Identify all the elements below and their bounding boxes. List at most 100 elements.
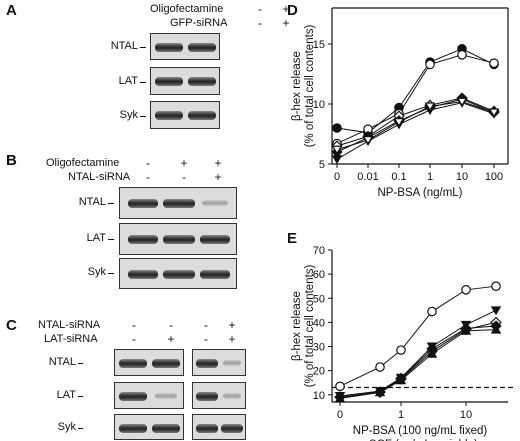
panel-c-sign: + [228,318,236,332]
blot-band [119,392,147,401]
tick-mark [78,396,83,397]
blot-row-label-lat: LAT [118,75,138,87]
blot-band [196,392,218,401]
panel-c-sign: - [169,318,173,332]
panel-c-sign: - [204,318,208,332]
series-line [336,48,495,134]
data-point [490,306,502,316]
x-tick-label: 1 [398,409,404,421]
series-line [339,309,497,397]
series-line [336,98,495,153]
panel-a-cond-1-name: Oligofectamine [150,3,224,15]
blot-b-syk [119,258,237,289]
tick-mark [108,239,114,240]
panel-b-sign: + [180,156,188,170]
y-axis-label: β-hex release [291,291,303,361]
panel-a-sign: - [258,16,262,30]
data-point [374,386,386,398]
data-point [425,59,435,70]
blot-band [119,424,147,433]
data-point [491,281,501,291]
blot-band [196,359,218,368]
panel-c-cond-2-name: LAT-siRNA [44,333,98,345]
chart-e: 10 20 30 40 50 60 70 0 1 10 β-hex release (% of tot… [291,245,514,441]
panel-c-sign: + [167,332,175,346]
blot-band [200,235,230,244]
blot-b-lat [119,223,237,255]
panel-a-label: A [6,2,17,19]
series-line [336,102,495,160]
data-point [332,123,342,133]
blot-row-label-ntal: NTAL [110,40,138,52]
data-point [456,97,468,107]
panel-a-sign: + [282,2,290,16]
blot-band-knockdown [223,360,241,366]
blot-c-ntal-right [192,349,246,376]
x-tick-label: 0.1 [391,171,406,183]
blot-band [188,43,216,52]
data-point [424,102,436,112]
blot-row-label-ntal: NTAL [48,356,76,368]
blot-row-label-lat: LAT [86,232,106,244]
blot-c-lat-right [192,382,246,409]
x-tick-label: 1 [427,171,433,183]
blot-band [200,270,230,279]
tick-mark [78,363,83,364]
tick-mark [78,428,83,429]
panel-b-sign: - [146,156,150,170]
blot-band [152,424,180,433]
blot-c-syk-left [114,414,184,440]
blot-band [221,424,243,433]
panel-a-sign: + [282,16,290,30]
panel-e-label: E [287,230,298,247]
blot-c-lat-left [114,382,184,409]
tick-mark [108,273,114,274]
data-point [461,285,471,295]
blot-c-syk-right [192,414,246,440]
blot-band [128,270,158,279]
y-axis-label-2: (% of total cell contents) [304,24,316,147]
tick-mark [140,47,146,48]
blot-band [196,424,218,433]
blot-band [188,77,216,86]
y-tick-label: 50 [313,293,325,305]
panel-b-sign: - [182,170,186,184]
y-tick-label: 20 [313,366,325,378]
panel-b-sign: - [146,170,150,184]
blot-a-lat [150,67,220,95]
y-tick-label: 10 [313,390,325,402]
series-line [339,325,497,398]
blot-band [163,235,195,244]
y-tick-label: 70 [313,245,325,257]
data-point [335,381,345,392]
x-tick-label: 100 [485,171,503,183]
tick-mark [140,116,146,117]
tick-mark [140,82,146,83]
blot-row-label-syk: Syk [119,109,138,121]
blot-band [155,77,183,86]
blot-band [128,199,158,208]
series-line [339,321,497,398]
y-tick-label: 10 [313,99,325,111]
panel-b-cond-2-name: NTAL-siRNA [68,171,131,183]
data-point [488,108,500,118]
blot-band [163,270,195,279]
blot-row-label-syk: Syk [57,421,76,433]
blot-band-knockdown [223,393,241,399]
series-line [339,329,497,399]
blot-a-ntal [150,33,220,60]
blot-row-label-lat: LAT [56,389,76,401]
panel-b-sign: + [214,156,222,170]
data-point [489,58,499,68]
panel-c-sign: + [228,332,236,346]
data-point [396,345,406,355]
panel-c-sign: - [132,318,136,332]
panel-c-sign: - [204,332,208,346]
panel-b-cond-1-name: Oligofectamine [46,157,120,169]
blot-band [155,111,183,120]
data-point [395,372,407,385]
blot-row-label-syk: Syk [87,266,106,278]
x-axis-label: NP-BSA (ng/mL) [378,187,463,199]
y-tick-label: 15 [313,39,325,51]
x-tick-label: 0.01 [357,171,378,183]
